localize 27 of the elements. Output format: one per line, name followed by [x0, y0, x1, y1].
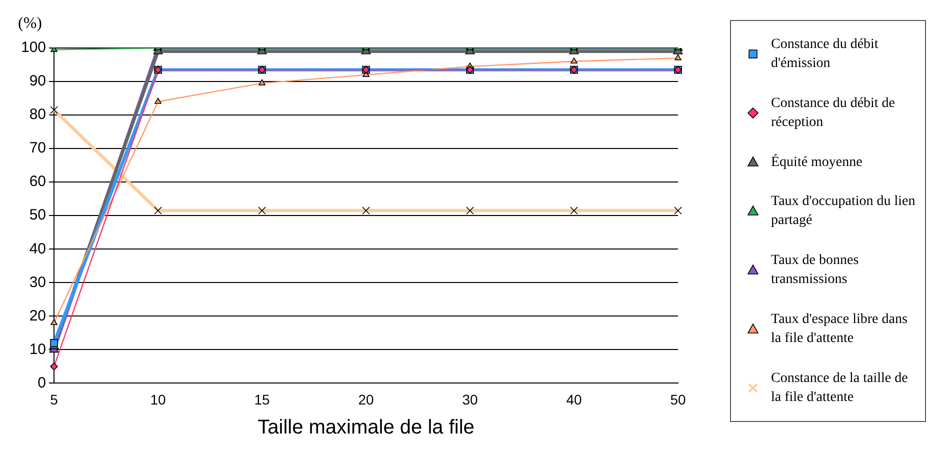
x-tick-label: 10 [150, 391, 166, 408]
x-tick-label: 15 [254, 391, 270, 408]
x-axis-title: Taille maximale de la file [258, 416, 474, 439]
legend-label: Constance du débit de réception [771, 95, 896, 132]
legend-label: Équité moyenne [771, 153, 862, 172]
x-tick-label: 20 [358, 391, 374, 408]
y-tick-label: 50 [29, 206, 46, 224]
y-tick-label: 20 [29, 307, 46, 324]
legend-label: Taux d'espace libre dans la file d'attente [771, 310, 908, 348]
legend-label: Constance de la taille de la file d'attente [771, 370, 909, 407]
x-tick-label: 5 [50, 391, 58, 408]
y-tick-label: 10 [29, 340, 46, 358]
legend-label: Taux d'occupation du lien partagé [771, 193, 916, 230]
legend-label: Constance du débit d'émission [771, 36, 880, 74]
x-tick-label: 50 [670, 391, 686, 408]
x-tick-label: 40 [566, 391, 582, 408]
y-tick-label: 30 [29, 274, 46, 291]
legend-label: Taux de bonnes transmissions [771, 252, 860, 290]
y-tick-label: 0 [38, 374, 46, 392]
y-tick-label: 100 [20, 39, 46, 56]
y-tick-label: 70 [29, 140, 46, 157]
y-tick-label: 90 [29, 72, 46, 90]
y-tick-label: 60 [29, 173, 46, 190]
y-tick-label: 40 [29, 240, 46, 258]
x-tick-label: 30 [462, 391, 478, 408]
y-tick-label: 80 [29, 106, 46, 124]
y-axis-title: (%) [18, 15, 42, 32]
